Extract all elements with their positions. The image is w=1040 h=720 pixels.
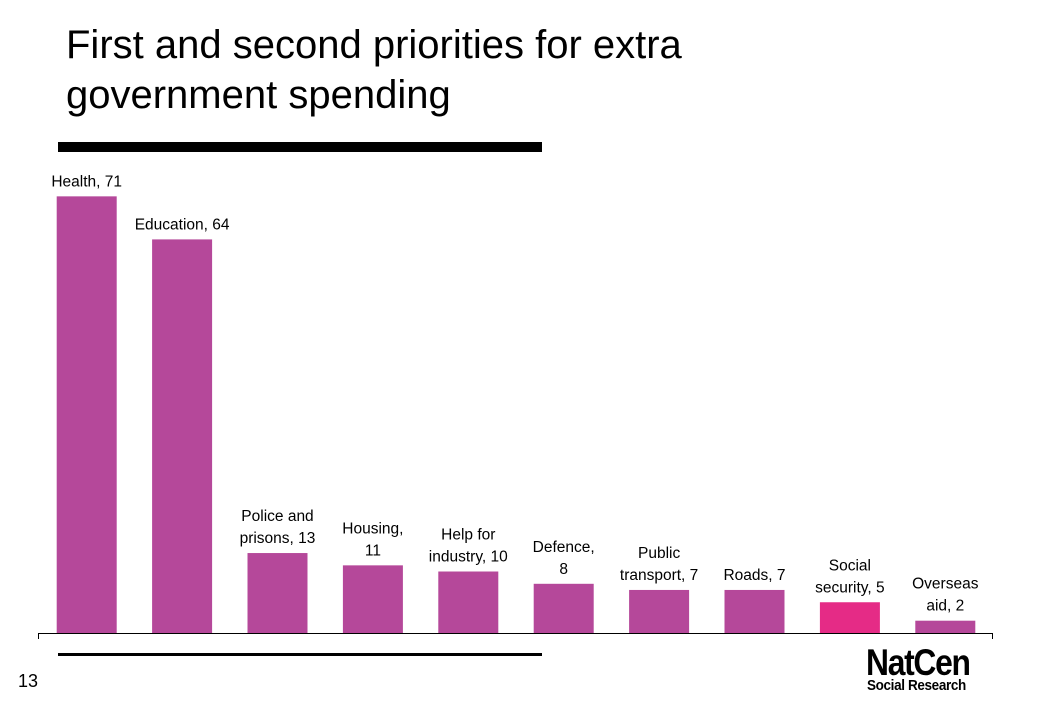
- data-label: Social security, 5: [815, 557, 885, 596]
- bar-public-transport: [629, 589, 690, 633]
- bar-roads: [724, 589, 785, 633]
- logo-subtitle: Social Research: [867, 677, 966, 694]
- data-label-line: prisons, 13: [240, 530, 316, 547]
- data-label: Help for industry, 10: [429, 527, 508, 566]
- bar-health: [56, 196, 117, 633]
- data-label-line: 8: [559, 561, 568, 578]
- natcen-logo: NatCen Social Research: [866, 644, 986, 696]
- footer-rule: [58, 653, 542, 656]
- bar-housing: [342, 565, 403, 633]
- data-label: Housing, 11: [342, 520, 403, 559]
- data-label-line: 11: [365, 542, 381, 559]
- data-label-line: transport, 7: [620, 567, 698, 584]
- bar-defence: [533, 583, 594, 633]
- bar-education: [152, 239, 213, 633]
- page-number: 13: [18, 671, 39, 691]
- logo-wordmark: NatCen: [866, 642, 971, 683]
- bar-social-security: [819, 602, 880, 633]
- data-label: Defence, 8: [533, 539, 595, 578]
- data-label: Public transport, 7: [620, 545, 698, 584]
- data-label-line: Housing,: [342, 520, 403, 537]
- data-label-line: Help for: [441, 527, 495, 544]
- data-label-line: Overseas: [912, 576, 979, 593]
- bar-police-and-prisons: [247, 553, 308, 633]
- data-label-line: Roads, 7: [723, 567, 785, 584]
- page-title: First and second priorities for extra go…: [66, 23, 682, 117]
- data-label: Roads, 7: [723, 567, 785, 584]
- bar-help-for-industry: [438, 571, 499, 633]
- bar-overseas-aid: [915, 620, 976, 633]
- data-label-line: Education, 64: [135, 216, 230, 233]
- title-underline: [58, 142, 542, 152]
- data-label-line: security, 5: [815, 579, 885, 596]
- data-label-line: Public: [638, 545, 680, 562]
- data-label: Overseas aid, 2: [912, 576, 979, 615]
- data-label-line: aid, 2: [926, 598, 964, 615]
- data-label-line: Social: [829, 557, 871, 574]
- data-label: Health, 71: [51, 173, 122, 190]
- data-label-line: Defence,: [533, 539, 595, 556]
- data-label: Police and prisons, 13: [240, 508, 316, 547]
- data-label-line: Health, 71: [51, 173, 122, 190]
- data-label: Education, 64: [135, 216, 230, 233]
- data-label-line: industry, 10: [429, 549, 508, 566]
- data-label-line: Police and: [241, 508, 313, 525]
